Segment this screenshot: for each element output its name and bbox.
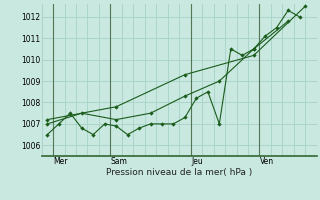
X-axis label: Pression niveau de la mer( hPa ): Pression niveau de la mer( hPa ) (106, 168, 252, 177)
